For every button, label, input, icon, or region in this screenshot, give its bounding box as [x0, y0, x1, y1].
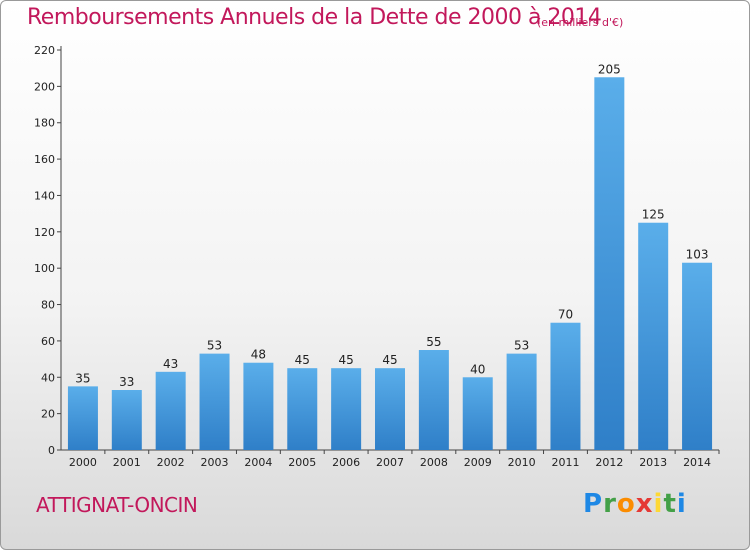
bar: [594, 77, 625, 450]
bar-value-label: 205: [598, 62, 621, 76]
x-tick-label: 2004: [244, 456, 272, 469]
bar: [638, 222, 669, 450]
y-tick-label: 140: [34, 189, 55, 202]
bar-value-label: 45: [295, 353, 310, 367]
x-tick-label: 2009: [464, 456, 492, 469]
bar-value-label: 43: [163, 357, 178, 371]
unit-label: (en milliers d'€): [537, 16, 624, 29]
logo-letter: P: [583, 489, 604, 519]
bar: [462, 377, 493, 450]
x-tick-label: 2012: [595, 456, 623, 469]
y-tick-label: 180: [34, 117, 55, 130]
x-tick-label: 2007: [376, 456, 404, 469]
bar: [550, 322, 581, 450]
y-tick-label: 120: [34, 226, 55, 239]
x-tick-label: 2001: [113, 456, 141, 469]
bar-value-label: 125: [642, 208, 665, 222]
place-name: ATTIGNAT-ONCIN: [36, 493, 198, 517]
y-tick-label: 80: [41, 299, 55, 312]
bar: [287, 368, 318, 450]
bar: [331, 368, 362, 450]
bar: [243, 362, 274, 450]
bar: [199, 353, 230, 450]
bar-value-label: 40: [470, 362, 485, 376]
bar-value-label: 35: [75, 371, 90, 385]
x-tick-label: 2011: [551, 456, 579, 469]
x-tick-label: 2003: [201, 456, 229, 469]
y-tick-label: 160: [34, 153, 55, 166]
x-tick-label: 2010: [508, 456, 536, 469]
y-tick-label: 20: [41, 408, 55, 421]
y-tick-label: 220: [34, 44, 55, 57]
bar: [67, 386, 98, 450]
x-tick-label: 2008: [420, 456, 448, 469]
y-tick-label: 0: [48, 444, 55, 457]
logo-letter: i: [653, 489, 664, 519]
y-tick-label: 60: [41, 335, 55, 348]
bar-value-label: 53: [514, 339, 529, 353]
chart-title: Remboursements Annuels de la Dette de 20…: [27, 5, 602, 30]
logo-letter: x: [635, 489, 654, 519]
bar-value-label: 45: [338, 353, 353, 367]
bar: [418, 350, 449, 450]
x-tick-label: 2000: [69, 456, 97, 469]
bar: [506, 353, 537, 450]
logo-letter: t: [663, 489, 677, 519]
bar: [375, 368, 405, 450]
bar: [155, 371, 186, 450]
x-tick-label: 2005: [288, 456, 316, 469]
x-tick-label: 2006: [332, 456, 360, 469]
x-tick-label: 2002: [157, 456, 185, 469]
bar-value-label: 48: [251, 348, 266, 362]
bar-value-label: 103: [686, 248, 709, 262]
logo-letter: i: [676, 489, 687, 519]
proxiti-logo: Proxiti: [583, 489, 687, 519]
bar-value-label: 53: [207, 339, 222, 353]
y-tick-label: 40: [41, 371, 55, 384]
bar-value-label: 33: [119, 375, 134, 389]
logo-letter: o: [616, 489, 636, 519]
logo-letter: r: [603, 489, 617, 519]
bar: [111, 390, 142, 450]
x-tick-label: 2014: [683, 456, 711, 469]
x-tick-label: 2013: [639, 456, 667, 469]
bar-value-label: 55: [426, 335, 441, 349]
bar-value-label: 45: [382, 353, 397, 367]
y-tick-label: 100: [34, 262, 55, 275]
bar: [682, 262, 713, 450]
y-tick-label: 200: [34, 80, 55, 93]
bar-value-label: 70: [558, 308, 573, 322]
